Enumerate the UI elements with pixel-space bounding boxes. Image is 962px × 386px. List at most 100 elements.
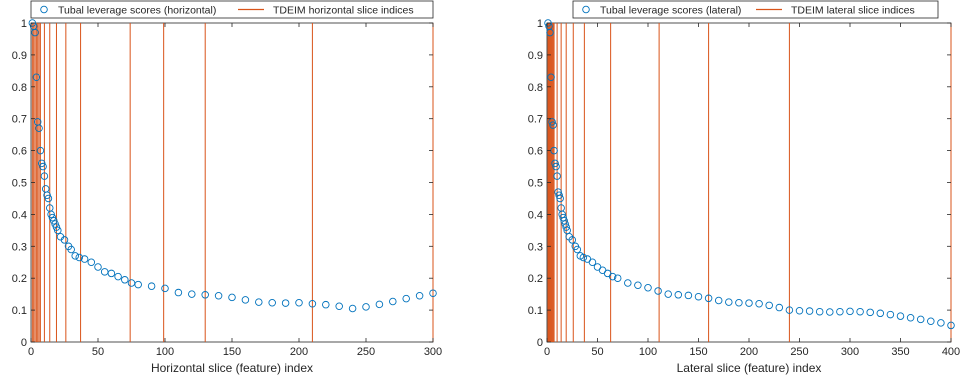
right-chart-panel: 0 50 100 150 200 250 300 350 400 0 0.1 0.2 0.3 0.4 0.5… <box>528 0 960 375</box>
leverage-score-point <box>745 299 753 307</box>
y-tick-label: 0 <box>21 337 27 349</box>
y-tick-label: 0.7 <box>528 114 543 126</box>
leverage-score-point <box>547 73 555 81</box>
leverage-score-point <box>214 291 223 300</box>
leverage-score-point <box>546 28 554 37</box>
leverage-score-point <box>134 280 142 289</box>
leverage-score-point <box>725 298 733 306</box>
leverage-score-point <box>624 279 632 287</box>
leverage-score-point <box>174 288 183 297</box>
legend: Tubal leverage scores (horizontal) TDEIM … <box>30 0 434 19</box>
leverage-score-point <box>608 272 617 281</box>
leverage-score-point <box>147 282 156 290</box>
leverage-score-point <box>308 299 317 308</box>
legend-marker-swatch <box>40 5 48 14</box>
y-tick-label: 0.1 <box>12 305 27 317</box>
x-tick-label: 250 <box>790 346 808 358</box>
leverage-score-point <box>553 172 561 180</box>
leverage-score-point <box>67 245 75 254</box>
leverage-score-point <box>836 307 844 316</box>
x-tick-label: 100 <box>156 346 174 358</box>
y-tick-label: 0.7 <box>12 114 27 126</box>
leverage-score-point <box>548 118 556 126</box>
x-tick-label: 150 <box>223 346 241 358</box>
leverage-score-point <box>549 121 557 129</box>
y-tick-label: 0.4 <box>528 209 543 221</box>
y-tick-label: 0.4 <box>12 209 27 221</box>
leverage-score-point <box>32 73 41 81</box>
leverage-score-point <box>886 310 895 319</box>
leverage-score-point <box>704 294 713 303</box>
y-tick-label: 0.8 <box>528 82 543 94</box>
leverage-score-point <box>161 284 169 293</box>
x-tick-label: 100 <box>639 346 657 358</box>
leverage-score-point <box>775 303 784 312</box>
leverage-score-point <box>348 304 357 313</box>
x-tick-label: 200 <box>290 346 308 358</box>
legend-box <box>30 0 434 19</box>
leverage-score-point <box>31 28 39 37</box>
x-tick-label: 300 <box>424 346 442 358</box>
x-tick-label: 350 <box>891 346 909 358</box>
leverage-score-point <box>556 194 564 203</box>
y-tick-label: 0.6 <box>528 146 543 158</box>
leverage-score-point <box>815 307 824 316</box>
legend-label-lines: TDEIM lateral slice indices <box>791 5 915 17</box>
leverage-score-point <box>100 268 109 276</box>
leverage-score-point <box>107 269 116 278</box>
leverage-score-point <box>568 236 577 244</box>
leverage-score-point <box>765 301 773 310</box>
leverage-score-point <box>551 159 559 168</box>
leverage-score-point <box>846 307 854 316</box>
y-tick-label: 0.3 <box>528 241 543 253</box>
leverage-score-point <box>795 306 804 315</box>
leverage-score-point <box>856 307 864 316</box>
leverage-score-point <box>335 302 343 311</box>
leverage-score-point <box>281 299 290 307</box>
leverage-score-point <box>54 226 62 235</box>
leverage-score-point <box>228 293 236 302</box>
leverage-score-point <box>87 258 96 267</box>
y-tick-label: 0.6 <box>12 146 27 158</box>
leverage-score-point <box>127 279 136 287</box>
left-chart-panel: 0 50 100 150 200 250 300 0 0.1 0.2 0.3 0.4 0.5 0.6 0.7… <box>12 0 442 375</box>
x-tick-label: 0 <box>544 346 550 358</box>
leverage-score-point <box>362 303 370 311</box>
axes-box <box>546 22 952 343</box>
leverage-score-point <box>613 274 622 282</box>
y-tick-label: 0.1 <box>528 305 543 317</box>
x-tick-label: 300 <box>841 346 859 358</box>
y-tick-label: 0.8 <box>12 82 27 94</box>
y-tick-label: 0.3 <box>12 241 27 253</box>
leverage-score-point <box>60 236 69 244</box>
x-tick-label: 0 <box>28 346 34 358</box>
x-tick-label: 200 <box>740 346 758 358</box>
leverage-score-point <box>75 253 83 262</box>
y-tick-label: 0 <box>537 337 543 349</box>
leverage-score-point <box>694 292 703 301</box>
leverage-score-point <box>644 284 652 292</box>
leverage-score-point <box>735 299 743 307</box>
y-tick-label: 1 <box>537 18 543 30</box>
y-tick-label: 0.9 <box>528 50 543 62</box>
leverage-score-point <box>826 308 834 316</box>
leverage-score-point <box>40 172 49 180</box>
leverage-score-point <box>188 290 196 298</box>
leverage-score-point <box>785 306 794 314</box>
leverage-score-point <box>94 263 102 271</box>
x-tick-label: 50 <box>591 346 603 358</box>
y-tick-label: 0.2 <box>528 273 543 285</box>
legend-label-lines: TDEIM horizontal slice indices <box>273 5 414 17</box>
y-tick-label: 0.9 <box>12 50 27 62</box>
axes-box <box>30 22 434 343</box>
y-tick-label: 0.5 <box>528 178 543 190</box>
leverage-score-point <box>402 294 410 303</box>
leverage-score-point <box>121 276 129 284</box>
leverage-score-point <box>927 317 935 326</box>
legend-label-markers: Tubal leverage scores (lateral) <box>600 5 741 17</box>
leverage-score-point <box>755 299 763 308</box>
leverage-score-point <box>896 312 905 320</box>
leverage-score-point <box>114 272 122 281</box>
leverage-score-point <box>805 307 814 315</box>
